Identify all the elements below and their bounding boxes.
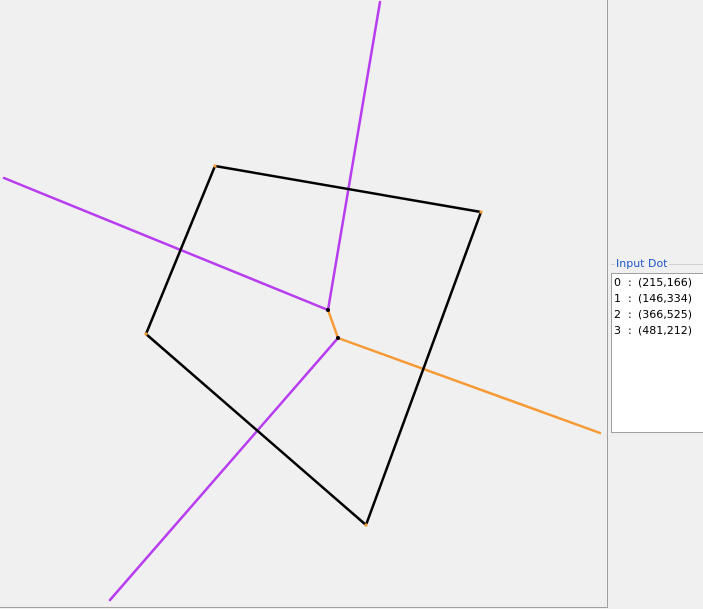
- list-item-separator: :: [628, 308, 632, 321]
- input-dot[interactable]: [479, 210, 483, 214]
- drawing-canvas[interactable]: [0, 0, 608, 608]
- voronoi-edge: [326, 308, 340, 340]
- list-item-coords: (481,212): [638, 324, 693, 337]
- input-dot-list[interactable]: 0 : (215,166) 1 : (146,334) 2 : (366,525…: [611, 273, 703, 433]
- voronoi-vertex: [336, 336, 340, 340]
- input-dot[interactable]: [364, 523, 368, 527]
- list-item[interactable]: 2 : (366,525): [614, 307, 703, 323]
- input-dot[interactable]: [144, 332, 148, 336]
- polygon-edge: [213, 164, 483, 214]
- input-dot-groupbox: Input Dot 0 : (215,166) 1 : (146,334) 2 …: [611, 257, 703, 438]
- polygon-edge: [144, 164, 217, 336]
- list-item-index: 2: [614, 308, 621, 321]
- list-item-index: 1: [614, 292, 621, 305]
- polygon-edge: [364, 210, 483, 527]
- groupbox-title: Input Dot: [615, 257, 669, 271]
- bisector-ray: [2, 176, 330, 312]
- list-item-coords: (366,525): [638, 308, 693, 321]
- list-item[interactable]: 1 : (146,334): [614, 291, 703, 307]
- list-item-separator: :: [628, 324, 632, 337]
- bisector-ray: [108, 336, 340, 602]
- polygon-edge: [144, 332, 368, 527]
- bisector-ray: [326, 0, 382, 312]
- list-item[interactable]: 0 : (215,166): [614, 275, 703, 291]
- list-item-coords: (215,166): [638, 276, 693, 289]
- list-item-index: 0: [614, 276, 621, 289]
- input-dot[interactable]: [213, 164, 217, 168]
- list-item[interactable]: 3 : (481,212): [614, 323, 703, 339]
- list-item-coords: (146,334): [638, 292, 693, 305]
- bisector-ray: [336, 336, 602, 435]
- list-item-separator: :: [628, 292, 632, 305]
- voronoi-diagram: [2, 0, 602, 602]
- side-panel: Input Dot 0 : (215,166) 1 : (146,334) 2 …: [609, 0, 703, 609]
- list-item-separator: :: [628, 276, 632, 289]
- list-item-index: 3: [614, 324, 621, 337]
- voronoi-vertex: [326, 308, 330, 312]
